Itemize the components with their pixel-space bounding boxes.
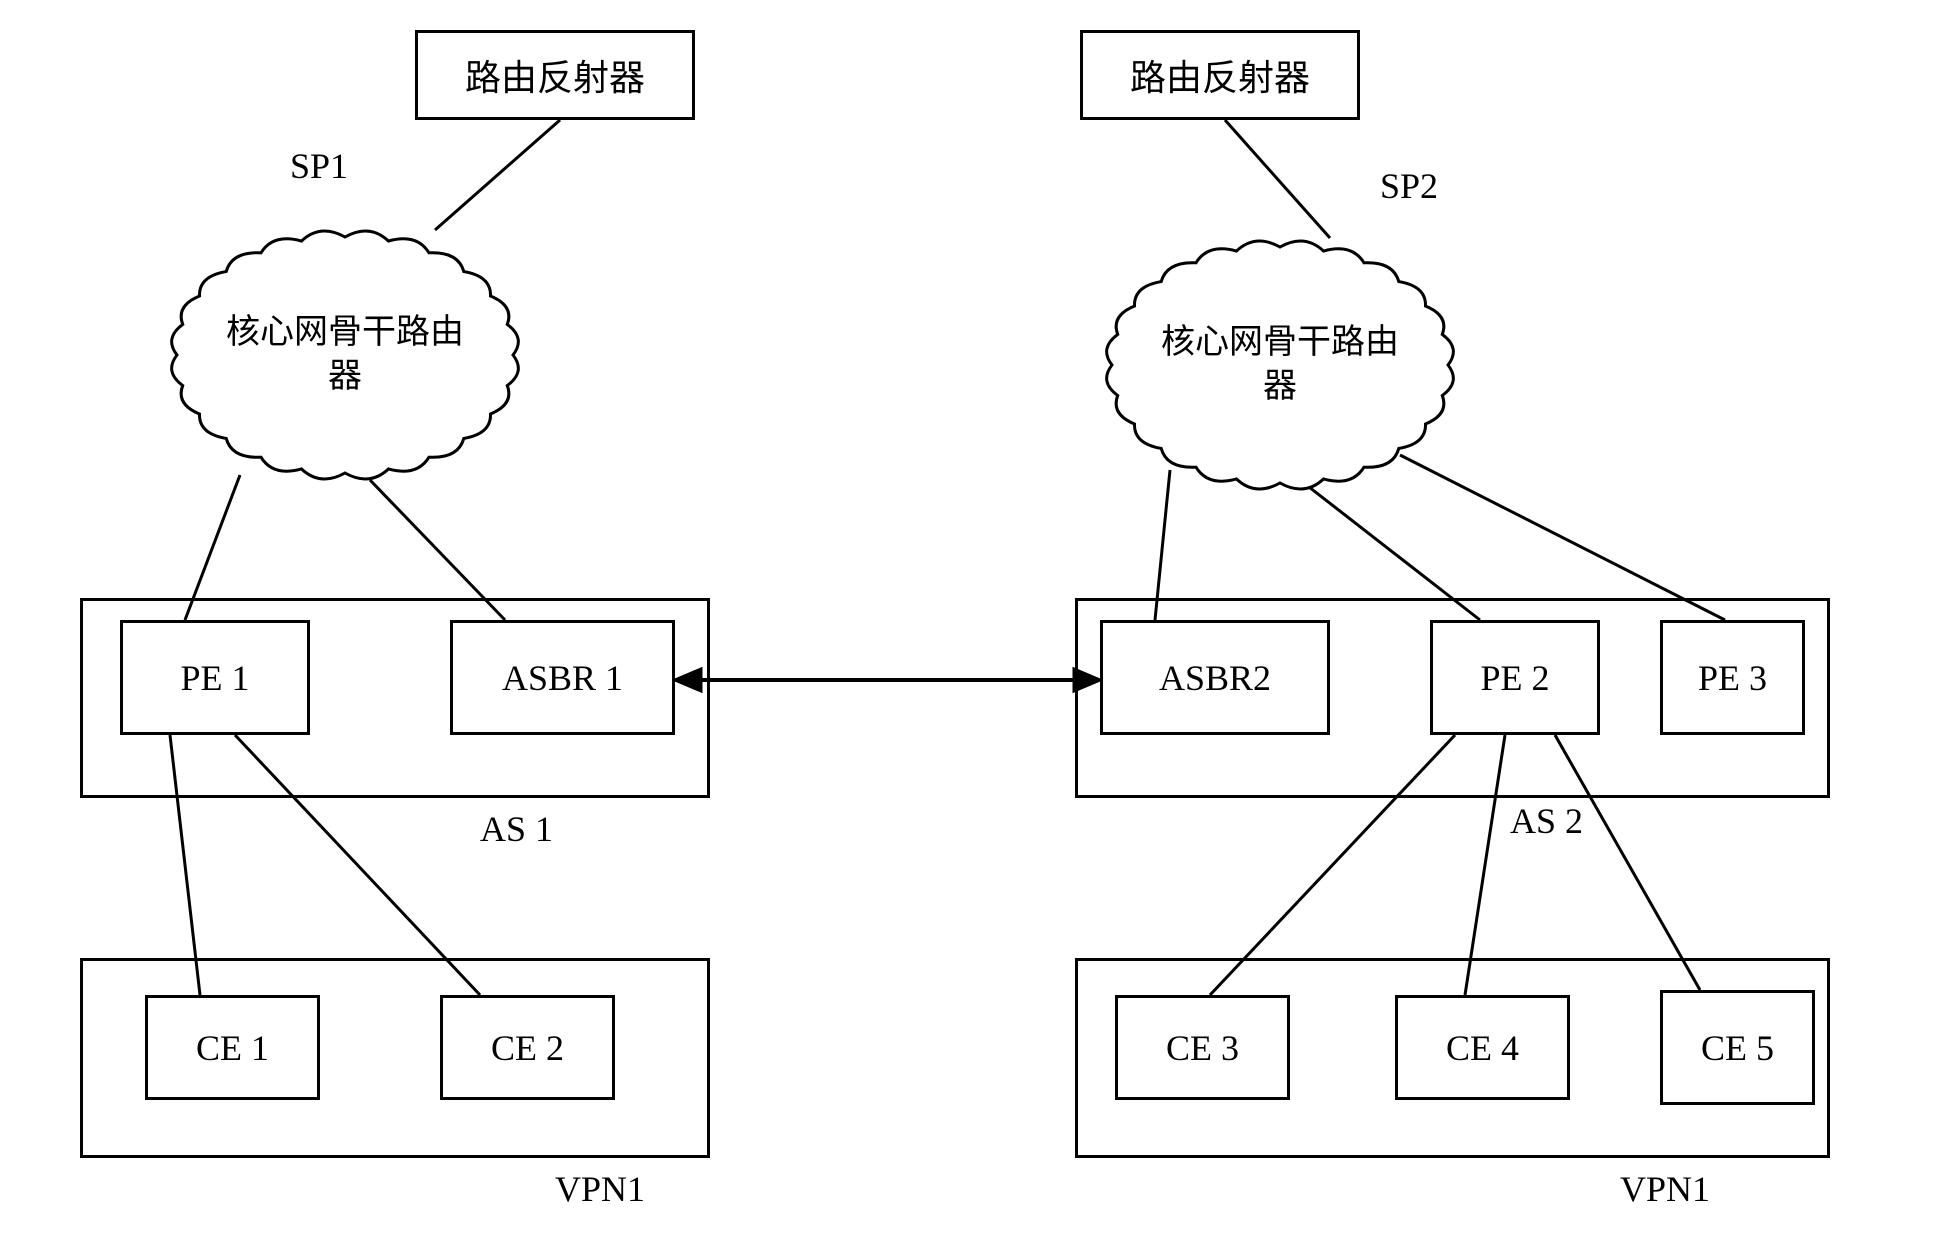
asbr1-node: ASBR 1 (450, 620, 675, 735)
cloud2-label: 核心网骨干路由器 (1161, 321, 1399, 409)
pe1-label: PE 1 (180, 657, 249, 699)
core-backbone-cloud-1: 核心网骨干路由器 (165, 225, 525, 485)
ce4-node: CE 4 (1395, 995, 1570, 1100)
ce1-label: CE 1 (196, 1027, 269, 1069)
asbr1-label: ASBR 1 (502, 657, 623, 699)
rr2-label: 路由反射器 (1130, 49, 1310, 101)
rr1-label: 路由反射器 (465, 49, 645, 101)
as2-label: AS 2 (1510, 800, 1583, 842)
ce3-label: CE 3 (1166, 1027, 1239, 1069)
ce1-node: CE 1 (145, 995, 320, 1100)
ce2-label: CE 2 (491, 1027, 564, 1069)
ce3-node: CE 3 (1115, 995, 1290, 1100)
as1-label: AS 1 (480, 808, 553, 850)
pe2-node: PE 2 (1430, 620, 1600, 735)
pe2-label: PE 2 (1480, 657, 1549, 699)
route-reflector-1: 路由反射器 (415, 30, 695, 120)
cloud1-label: 核心网骨干路由器 (226, 311, 464, 399)
ce5-node: CE 5 (1660, 990, 1815, 1105)
pe3-label: PE 3 (1698, 657, 1767, 699)
route-reflector-2: 路由反射器 (1080, 30, 1360, 120)
asbr2-label: ASBR2 (1159, 657, 1271, 699)
sp2-label: SP2 (1380, 165, 1438, 207)
sp1-label: SP1 (290, 145, 348, 187)
asbr2-node: ASBR2 (1100, 620, 1330, 735)
vpn1-right-label: VPN1 (1620, 1168, 1710, 1210)
ce5-label: CE 5 (1701, 1027, 1774, 1069)
ce4-label: CE 4 (1446, 1027, 1519, 1069)
ce2-node: CE 2 (440, 995, 615, 1100)
vpn1-left-label: VPN1 (555, 1168, 645, 1210)
pe3-node: PE 3 (1660, 620, 1805, 735)
core-backbone-cloud-2: 核心网骨干路由器 (1100, 235, 1460, 495)
pe1-node: PE 1 (120, 620, 310, 735)
